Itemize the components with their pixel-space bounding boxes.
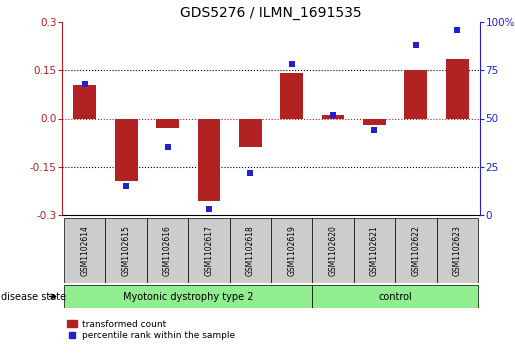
Text: GSM1102618: GSM1102618 bbox=[246, 225, 255, 276]
Point bbox=[122, 183, 130, 189]
Point bbox=[370, 127, 379, 133]
Point bbox=[81, 81, 89, 87]
Bar bbox=[404, 70, 427, 118]
Bar bbox=[437, 218, 478, 283]
Bar bbox=[115, 118, 138, 181]
Text: Myotonic dystrophy type 2: Myotonic dystrophy type 2 bbox=[123, 291, 253, 302]
Text: control: control bbox=[379, 291, 412, 302]
Text: disease state: disease state bbox=[1, 291, 65, 302]
Text: GSM1102619: GSM1102619 bbox=[287, 225, 296, 276]
Text: GSM1102622: GSM1102622 bbox=[411, 225, 420, 276]
Bar bbox=[147, 218, 188, 283]
Bar bbox=[188, 218, 230, 283]
Bar bbox=[280, 73, 303, 118]
Point bbox=[329, 112, 337, 118]
Point bbox=[287, 62, 296, 68]
Bar bbox=[239, 118, 262, 147]
Bar bbox=[354, 218, 395, 283]
Text: GSM1102623: GSM1102623 bbox=[453, 225, 462, 276]
Text: GSM1102616: GSM1102616 bbox=[163, 225, 172, 276]
Text: GSM1102614: GSM1102614 bbox=[80, 225, 89, 276]
Text: GSM1102617: GSM1102617 bbox=[204, 225, 213, 276]
Bar bbox=[64, 218, 106, 283]
Point bbox=[411, 42, 420, 48]
Point bbox=[453, 27, 461, 33]
Bar bbox=[313, 218, 354, 283]
Bar bbox=[446, 59, 469, 118]
Text: GSM1102620: GSM1102620 bbox=[329, 225, 337, 276]
Bar bbox=[230, 218, 271, 283]
Bar bbox=[363, 118, 386, 125]
Bar bbox=[322, 115, 345, 118]
Bar bbox=[271, 218, 313, 283]
Title: GDS5276 / ILMN_1691535: GDS5276 / ILMN_1691535 bbox=[180, 5, 362, 20]
Bar bbox=[106, 218, 147, 283]
Legend: transformed count, percentile rank within the sample: transformed count, percentile rank withi… bbox=[66, 320, 235, 340]
Point bbox=[205, 206, 213, 212]
Point bbox=[246, 170, 254, 175]
Bar bbox=[156, 118, 179, 128]
Bar bbox=[64, 285, 313, 308]
Bar bbox=[73, 85, 96, 118]
Bar bbox=[198, 118, 220, 200]
Text: GSM1102615: GSM1102615 bbox=[122, 225, 131, 276]
Point bbox=[163, 144, 171, 150]
Text: GSM1102621: GSM1102621 bbox=[370, 225, 379, 276]
Bar bbox=[313, 285, 478, 308]
Bar bbox=[395, 218, 437, 283]
